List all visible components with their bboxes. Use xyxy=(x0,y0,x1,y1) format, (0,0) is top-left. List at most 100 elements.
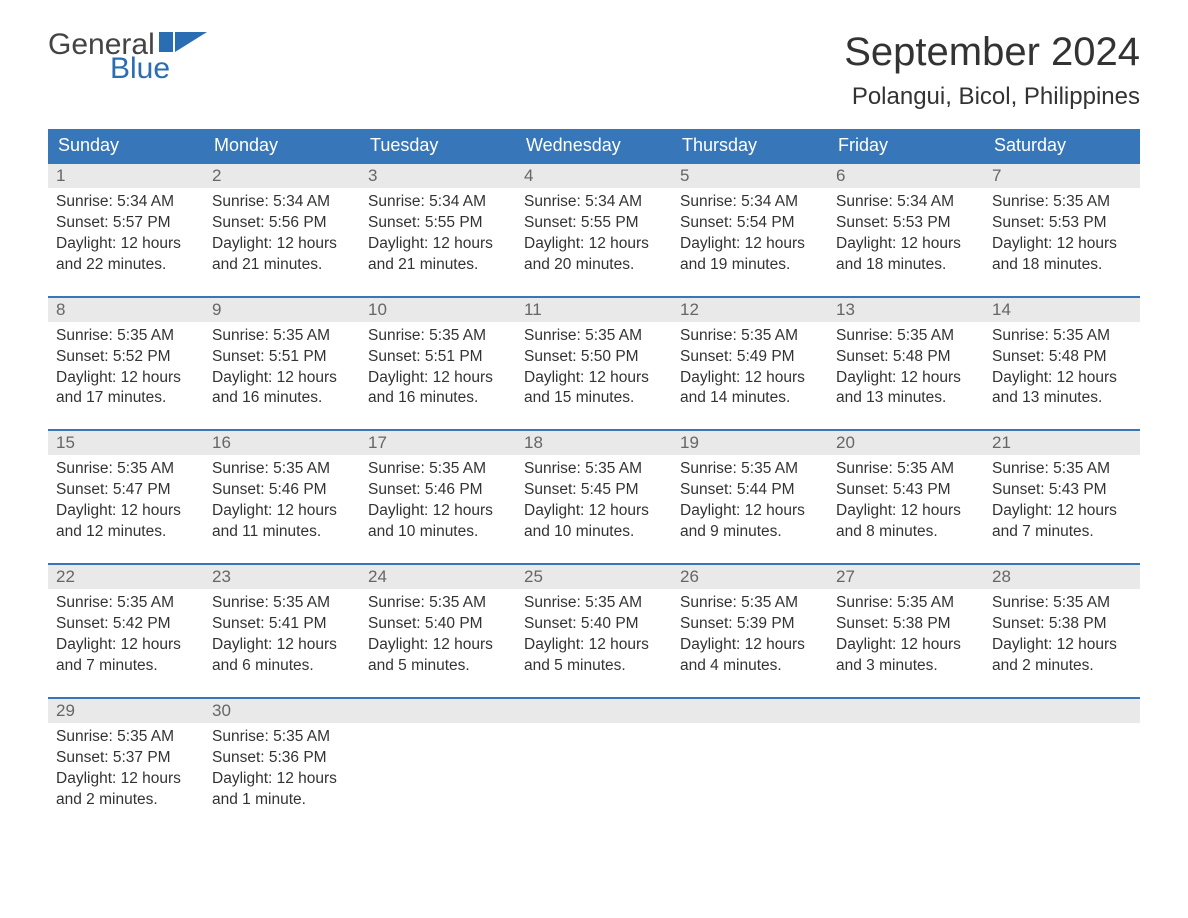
month-title: September 2024 xyxy=(844,30,1140,75)
calendar-day-cell: 19 Sunrise: 5:35 AM Sunset: 5:44 PM Dayl… xyxy=(672,431,828,551)
calendar-day-cell: 11 Sunrise: 5:35 AM Sunset: 5:50 PM Dayl… xyxy=(516,298,672,418)
day-body: Sunrise: 5:35 AM Sunset: 5:40 PM Dayligh… xyxy=(516,589,672,685)
sunrise-text: Sunrise: 5:35 AM xyxy=(524,326,664,347)
calendar-week-row: 1 Sunrise: 5:34 AM Sunset: 5:57 PM Dayli… xyxy=(48,162,1140,284)
day-number-empty xyxy=(516,699,672,723)
day-number-empty xyxy=(360,699,516,723)
day-number: 12 xyxy=(672,298,828,322)
sunrise-text: Sunrise: 5:35 AM xyxy=(992,326,1132,347)
sunset-text: Sunset: 5:39 PM xyxy=(680,614,820,635)
day-body: Sunrise: 5:35 AM Sunset: 5:48 PM Dayligh… xyxy=(828,322,984,418)
day-body: Sunrise: 5:35 AM Sunset: 5:53 PM Dayligh… xyxy=(984,188,1140,284)
calendar-day-cell: 3 Sunrise: 5:34 AM Sunset: 5:55 PM Dayli… xyxy=(360,164,516,284)
day-body: Sunrise: 5:35 AM Sunset: 5:46 PM Dayligh… xyxy=(360,455,516,551)
calendar-week-row: 22 Sunrise: 5:35 AM Sunset: 5:42 PM Dayl… xyxy=(48,563,1140,685)
weekday-header: Monday xyxy=(204,129,360,162)
calendar-day-cell: 7 Sunrise: 5:35 AM Sunset: 5:53 PM Dayli… xyxy=(984,164,1140,284)
sunset-text: Sunset: 5:51 PM xyxy=(212,347,352,368)
day-number: 8 xyxy=(48,298,204,322)
day-number-empty xyxy=(984,699,1140,723)
sunset-text: Sunset: 5:46 PM xyxy=(212,480,352,501)
sunrise-text: Sunrise: 5:35 AM xyxy=(836,326,976,347)
day-number: 29 xyxy=(48,699,204,723)
sunrise-text: Sunrise: 5:35 AM xyxy=(56,326,196,347)
sunset-text: Sunset: 5:40 PM xyxy=(524,614,664,635)
daylight-text: Daylight: 12 hours and 18 minutes. xyxy=(836,234,976,276)
sunset-text: Sunset: 5:52 PM xyxy=(56,347,196,368)
daylight-text: Daylight: 12 hours and 11 minutes. xyxy=(212,501,352,543)
daylight-text: Daylight: 12 hours and 5 minutes. xyxy=(368,635,508,677)
calendar-day-cell: 8 Sunrise: 5:35 AM Sunset: 5:52 PM Dayli… xyxy=(48,298,204,418)
sunset-text: Sunset: 5:51 PM xyxy=(368,347,508,368)
calendar-day-empty xyxy=(672,699,828,819)
daylight-text: Daylight: 12 hours and 7 minutes. xyxy=(56,635,196,677)
weekday-header: Tuesday xyxy=(360,129,516,162)
calendar-day-cell: 26 Sunrise: 5:35 AM Sunset: 5:39 PM Dayl… xyxy=(672,565,828,685)
sunset-text: Sunset: 5:44 PM xyxy=(680,480,820,501)
day-body: Sunrise: 5:34 AM Sunset: 5:55 PM Dayligh… xyxy=(516,188,672,284)
sunset-text: Sunset: 5:46 PM xyxy=(368,480,508,501)
sunset-text: Sunset: 5:53 PM xyxy=(992,213,1132,234)
day-number: 2 xyxy=(204,164,360,188)
weekday-header: Sunday xyxy=(48,129,204,162)
calendar-day-cell: 28 Sunrise: 5:35 AM Sunset: 5:38 PM Dayl… xyxy=(984,565,1140,685)
daylight-text: Daylight: 12 hours and 16 minutes. xyxy=(368,368,508,410)
daylight-text: Daylight: 12 hours and 16 minutes. xyxy=(212,368,352,410)
sunset-text: Sunset: 5:40 PM xyxy=(368,614,508,635)
day-number: 25 xyxy=(516,565,672,589)
sunrise-text: Sunrise: 5:34 AM xyxy=(524,192,664,213)
daylight-text: Daylight: 12 hours and 14 minutes. xyxy=(680,368,820,410)
calendar-day-empty xyxy=(516,699,672,819)
sunset-text: Sunset: 5:47 PM xyxy=(56,480,196,501)
sunrise-text: Sunrise: 5:35 AM xyxy=(836,593,976,614)
sunrise-text: Sunrise: 5:35 AM xyxy=(680,593,820,614)
calendar-day-cell: 1 Sunrise: 5:34 AM Sunset: 5:57 PM Dayli… xyxy=(48,164,204,284)
day-number: 15 xyxy=(48,431,204,455)
sunrise-text: Sunrise: 5:35 AM xyxy=(368,326,508,347)
calendar-day-cell: 15 Sunrise: 5:35 AM Sunset: 5:47 PM Dayl… xyxy=(48,431,204,551)
calendar-week-row: 15 Sunrise: 5:35 AM Sunset: 5:47 PM Dayl… xyxy=(48,429,1140,551)
day-body: Sunrise: 5:35 AM Sunset: 5:42 PM Dayligh… xyxy=(48,589,204,685)
sunrise-text: Sunrise: 5:35 AM xyxy=(836,459,976,480)
day-body: Sunrise: 5:35 AM Sunset: 5:40 PM Dayligh… xyxy=(360,589,516,685)
sunrise-text: Sunrise: 5:34 AM xyxy=(56,192,196,213)
day-body: Sunrise: 5:35 AM Sunset: 5:36 PM Dayligh… xyxy=(204,723,360,819)
daylight-text: Daylight: 12 hours and 22 minutes. xyxy=(56,234,196,276)
daylight-text: Daylight: 12 hours and 4 minutes. xyxy=(680,635,820,677)
daylight-text: Daylight: 12 hours and 10 minutes. xyxy=(368,501,508,543)
day-number: 30 xyxy=(204,699,360,723)
calendar-day-empty xyxy=(360,699,516,819)
day-body: Sunrise: 5:35 AM Sunset: 5:43 PM Dayligh… xyxy=(828,455,984,551)
daylight-text: Daylight: 12 hours and 18 minutes. xyxy=(992,234,1132,276)
day-body: Sunrise: 5:35 AM Sunset: 5:49 PM Dayligh… xyxy=(672,322,828,418)
daylight-text: Daylight: 12 hours and 20 minutes. xyxy=(524,234,664,276)
sunset-text: Sunset: 5:37 PM xyxy=(56,748,196,769)
calendar-day-cell: 21 Sunrise: 5:35 AM Sunset: 5:43 PM Dayl… xyxy=(984,431,1140,551)
daylight-text: Daylight: 12 hours and 5 minutes. xyxy=(524,635,664,677)
calendar-day-cell: 5 Sunrise: 5:34 AM Sunset: 5:54 PM Dayli… xyxy=(672,164,828,284)
weekday-header-row: Sunday Monday Tuesday Wednesday Thursday… xyxy=(48,129,1140,162)
calendar-day-cell: 22 Sunrise: 5:35 AM Sunset: 5:42 PM Dayl… xyxy=(48,565,204,685)
day-body: Sunrise: 5:35 AM Sunset: 5:46 PM Dayligh… xyxy=(204,455,360,551)
weekday-header: Thursday xyxy=(672,129,828,162)
sunrise-text: Sunrise: 5:35 AM xyxy=(524,593,664,614)
calendar-day-cell: 16 Sunrise: 5:35 AM Sunset: 5:46 PM Dayl… xyxy=(204,431,360,551)
calendar-day-cell: 27 Sunrise: 5:35 AM Sunset: 5:38 PM Dayl… xyxy=(828,565,984,685)
sunrise-text: Sunrise: 5:35 AM xyxy=(212,459,352,480)
day-number: 13 xyxy=(828,298,984,322)
sunset-text: Sunset: 5:48 PM xyxy=(992,347,1132,368)
day-body: Sunrise: 5:34 AM Sunset: 5:57 PM Dayligh… xyxy=(48,188,204,284)
calendar-day-cell: 6 Sunrise: 5:34 AM Sunset: 5:53 PM Dayli… xyxy=(828,164,984,284)
daylight-text: Daylight: 12 hours and 19 minutes. xyxy=(680,234,820,276)
sunrise-text: Sunrise: 5:35 AM xyxy=(680,326,820,347)
daylight-text: Daylight: 12 hours and 8 minutes. xyxy=(836,501,976,543)
calendar-day-cell: 14 Sunrise: 5:35 AM Sunset: 5:48 PM Dayl… xyxy=(984,298,1140,418)
day-number: 23 xyxy=(204,565,360,589)
sunset-text: Sunset: 5:57 PM xyxy=(56,213,196,234)
day-body: Sunrise: 5:35 AM Sunset: 5:48 PM Dayligh… xyxy=(984,322,1140,418)
sunset-text: Sunset: 5:54 PM xyxy=(680,213,820,234)
sunset-text: Sunset: 5:36 PM xyxy=(212,748,352,769)
calendar-day-cell: 30 Sunrise: 5:35 AM Sunset: 5:36 PM Dayl… xyxy=(204,699,360,819)
daylight-text: Daylight: 12 hours and 15 minutes. xyxy=(524,368,664,410)
sunrise-text: Sunrise: 5:35 AM xyxy=(368,593,508,614)
